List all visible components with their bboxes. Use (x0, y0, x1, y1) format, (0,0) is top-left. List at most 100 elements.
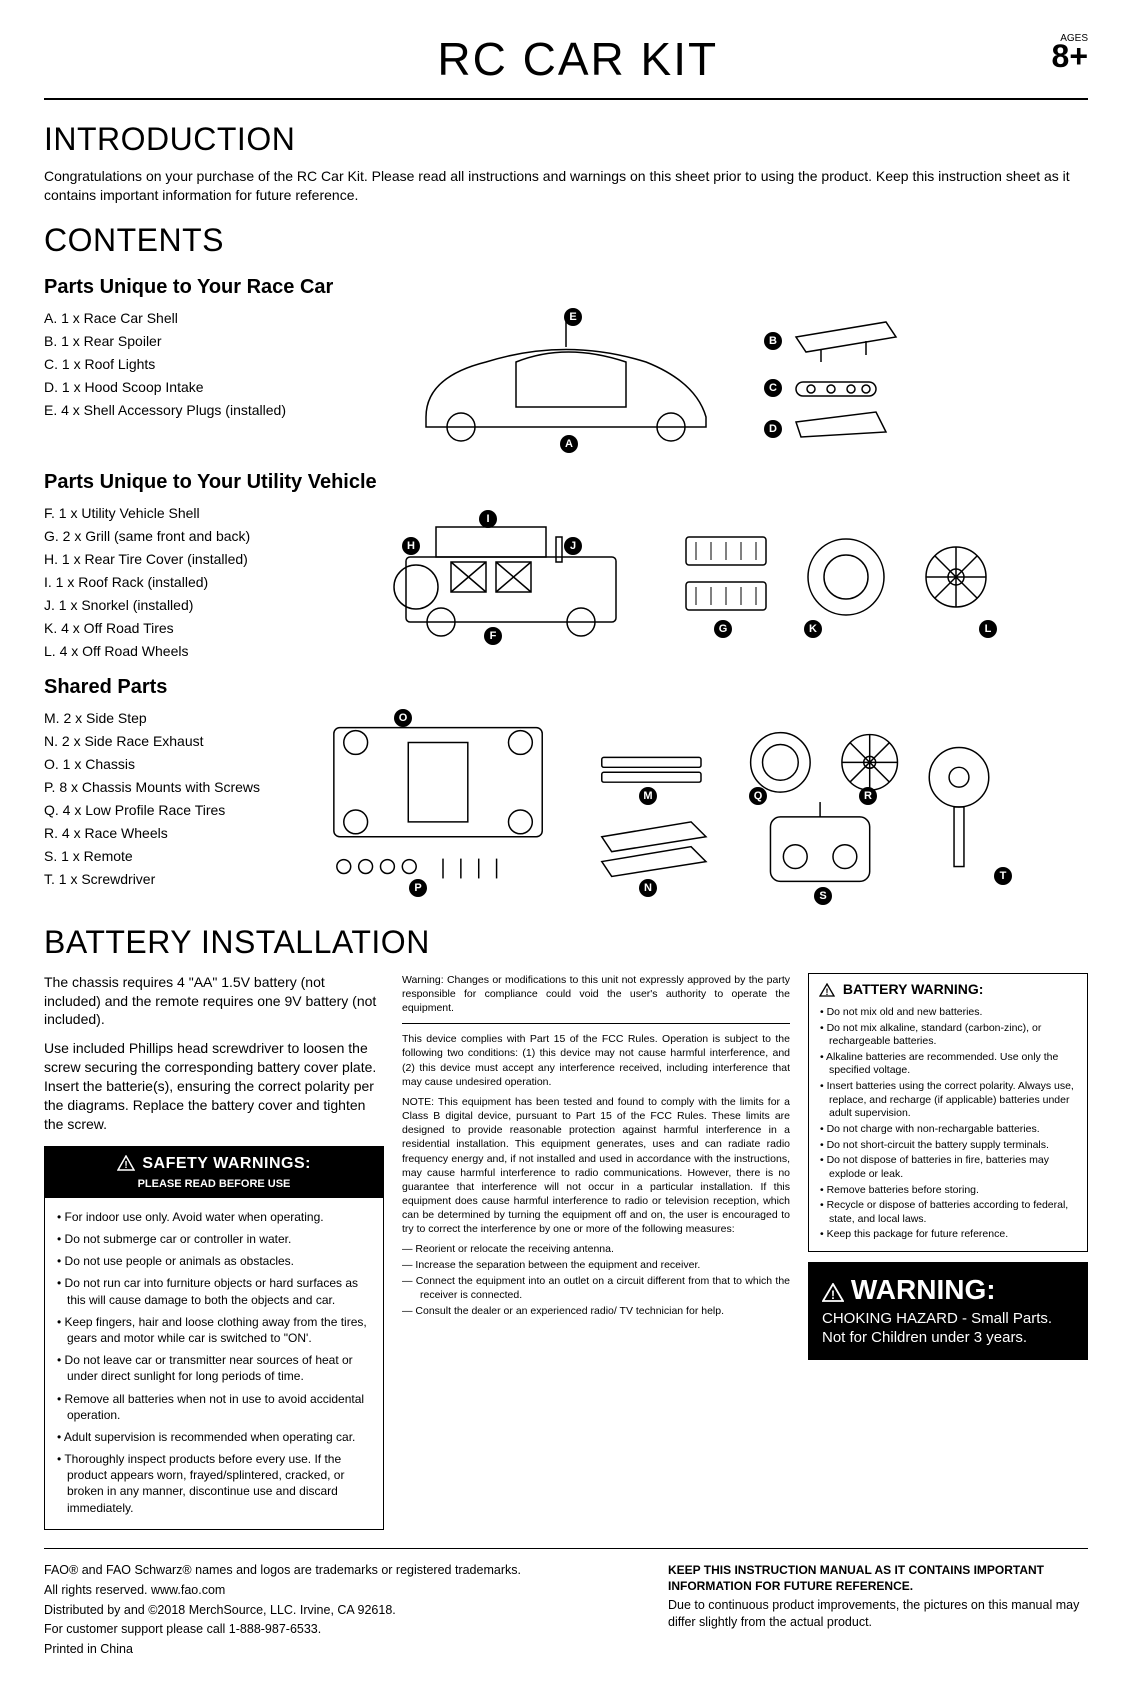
choking-hazard-box: ! WARNING: CHOKING HAZARD - Small Parts.… (808, 1262, 1088, 1359)
battery-columns: The chassis requires 4 "AA" 1.5V battery… (44, 973, 1088, 1530)
footer-line: For customer support please call 1-888-9… (44, 1621, 628, 1638)
list-item: Do not run car into furniture objects or… (55, 1272, 373, 1310)
list-item: Do not short-circuit the battery supply … (819, 1138, 1077, 1154)
list-item: R. 4 x Race Wheels (44, 822, 294, 845)
safety-warnings-box: ! SAFETY WARNINGS: PLEASE READ BEFORE US… (44, 1146, 384, 1530)
divider (402, 1023, 790, 1024)
ages-value: 8+ (1052, 44, 1088, 70)
group1-diagram: A E B C D (364, 307, 1088, 457)
list-item: G. 2 x Grill (same front and back) (44, 525, 344, 548)
group2-row: F. 1 x Utility Vehicle Shell G. 2 x Gril… (44, 502, 1088, 662)
group1-list: A. 1 x Race Car Shell B. 1 x Rear Spoile… (44, 307, 344, 421)
group1-title: Parts Unique to Your Race Car (44, 274, 1088, 301)
group3-title: Shared Parts (44, 674, 1088, 701)
product-title: RC CAR KIT (104, 28, 1052, 90)
list-item: Do not submerge car or controller in wat… (55, 1228, 373, 1250)
list-item: F. 1 x Utility Vehicle Shell (44, 502, 344, 525)
warning-triangle-icon: ! (819, 983, 835, 1001)
list-item: Thoroughly inspect products before every… (55, 1448, 373, 1519)
list-item: Alkaline batteries are recommended. Use … (819, 1050, 1077, 1079)
group2-list: F. 1 x Utility Vehicle Shell G. 2 x Gril… (44, 502, 344, 662)
list-item: Keep this package for future reference. (819, 1227, 1077, 1243)
warning-triangle-icon: ! (117, 1155, 135, 1175)
footer-line: FAO® and FAO Schwarz® names and logos ar… (44, 1562, 628, 1579)
ages-badge: AGES 8+ (1052, 28, 1088, 70)
list-item: Do not leave car or transmitter near sou… (55, 1349, 373, 1387)
page-header: RC CAR KIT AGES 8+ (44, 28, 1088, 100)
introduction-heading: INTRODUCTION (44, 118, 1088, 161)
svg-text:!: ! (831, 1288, 835, 1302)
safety-title2: PLEASE READ BEFORE USE (138, 1178, 291, 1190)
safety-header: ! SAFETY WARNINGS: PLEASE READ BEFORE US… (45, 1147, 383, 1198)
choking-line2: Not for Children under 3 years. (822, 1328, 1074, 1348)
list-item: N. 2 x Side Race Exhaust (44, 730, 294, 753)
warning-triangle-icon: ! (822, 1283, 844, 1307)
list-item: A. 1 x Race Car Shell (44, 307, 344, 330)
list-item: O. 1 x Chassis (44, 753, 294, 776)
list-item: Keep fingers, hair and loose clothing aw… (55, 1311, 373, 1349)
list-item: P. 8 x Chassis Mounts with Screws (44, 776, 294, 799)
footer-left: FAO® and FAO Schwarz® names and logos ar… (44, 1559, 628, 1661)
safety-body: For indoor use only. Avoid water when op… (45, 1198, 383, 1529)
list-item: Do not mix old and new batteries. (819, 1005, 1077, 1021)
choking-title: WARNING: (851, 1274, 996, 1305)
list-item: H. 1 x Rear Tire Cover (installed) (44, 548, 344, 571)
footer-right: KEEP THIS INSTRUCTION MANUAL AS IT CONTA… (668, 1559, 1088, 1661)
group1-row: A. 1 x Race Car Shell B. 1 x Rear Spoile… (44, 307, 1088, 457)
list-item: Do not charge with non-rechargable batte… (819, 1122, 1077, 1138)
list-item: Do not use people or animals as obstacle… (55, 1250, 373, 1272)
list-item: Increase the separation between the equi… (402, 1257, 790, 1273)
choking-line1: CHOKING HAZARD - Small Parts. (822, 1309, 1074, 1329)
battery-p2: Use included Phillips head screwdriver t… (44, 1039, 384, 1133)
footer-line: All rights reserved. www.fao.com (44, 1582, 628, 1599)
svg-text:!: ! (124, 1160, 127, 1171)
footer-line: Distributed by and ©2018 MerchSource, LL… (44, 1602, 628, 1619)
footer-line: Printed in China (44, 1641, 628, 1658)
fcc-p2: This device complies with Part 15 of the… (402, 1032, 790, 1089)
list-item: L. 4 x Off Road Wheels (44, 640, 344, 663)
list-item: D. 1 x Hood Scoop Intake (44, 376, 344, 399)
contents-heading: CONTENTS (44, 219, 1088, 262)
footer-due-notice: Due to continuous product improvements, … (668, 1597, 1088, 1631)
list-item: E. 4 x Shell Accessory Plugs (installed) (44, 399, 344, 422)
fcc-column: Warning: Changes or modifications to thi… (402, 973, 790, 1320)
battery-p1: The chassis requires 4 "AA" 1.5V battery… (44, 973, 384, 1030)
list-item: S. 1 x Remote (44, 845, 294, 868)
battery-warning-title: ! BATTERY WARNING: (819, 980, 1077, 1001)
list-item: Remove all batteries when not in use to … (55, 1388, 373, 1426)
list-item: Q. 4 x Low Profile Race Tires (44, 799, 294, 822)
group3-row: M. 2 x Side Step N. 2 x Side Race Exhaus… (44, 707, 1088, 907)
introduction-text: Congratulations on your purchase of the … (44, 167, 1088, 205)
list-item: K. 4 x Off Road Tires (44, 617, 344, 640)
page-footer: FAO® and FAO Schwarz® names and logos ar… (44, 1548, 1088, 1661)
list-item: Remove batteries before storing. (819, 1183, 1077, 1199)
fcc-p1: Warning: Changes or modifications to thi… (402, 973, 790, 1016)
safety-title1: SAFETY WARNINGS: (142, 1155, 311, 1172)
battery-warning-column: ! BATTERY WARNING: Do not mix old and ne… (808, 973, 1088, 1360)
battery-heading: BATTERY INSTALLATION (44, 921, 1088, 964)
fcc-p3: NOTE: This equipment has been tested and… (402, 1095, 790, 1237)
list-item: B. 1 x Rear Spoiler (44, 330, 344, 353)
svg-text:!: ! (826, 987, 829, 997)
list-item: Consult the dealer or an experienced rad… (402, 1303, 790, 1319)
shared-diagram-svg (314, 707, 1088, 907)
list-item: C. 1 x Roof Lights (44, 353, 344, 376)
group3-list: M. 2 x Side Step N. 2 x Side Race Exhaus… (44, 707, 294, 890)
group3-diagram: O P M N Q R S T (314, 707, 1088, 907)
list-item: Connect the equipment into an outlet on … (402, 1273, 790, 1303)
keep-manual-notice: KEEP THIS INSTRUCTION MANUAL AS IT CONTA… (668, 1562, 1088, 1594)
list-item: Do not mix alkaline, standard (carbon-zi… (819, 1021, 1077, 1050)
battery-left-col: The chassis requires 4 "AA" 1.5V battery… (44, 973, 384, 1530)
race-car-diagram-svg (364, 307, 1088, 457)
list-item: M. 2 x Side Step (44, 707, 294, 730)
group2-title: Parts Unique to Your Utility Vehicle (44, 469, 1088, 496)
list-item: For indoor use only. Avoid water when op… (55, 1206, 373, 1228)
list-item: Adult supervision is recommended when op… (55, 1426, 373, 1448)
list-item: Recycle or dispose of batteries accordin… (819, 1198, 1077, 1227)
list-item: J. 1 x Snorkel (installed) (44, 594, 344, 617)
list-item: I. 1 x Roof Rack (installed) (44, 571, 344, 594)
fcc-list: Reorient or relocate the receiving anten… (402, 1241, 790, 1320)
group2-diagram: F H I J G K L (364, 502, 1088, 657)
list-item: Insert batteries using the correct polar… (819, 1079, 1077, 1122)
list-item: Do not dispose of batteries in fire, bat… (819, 1153, 1077, 1182)
